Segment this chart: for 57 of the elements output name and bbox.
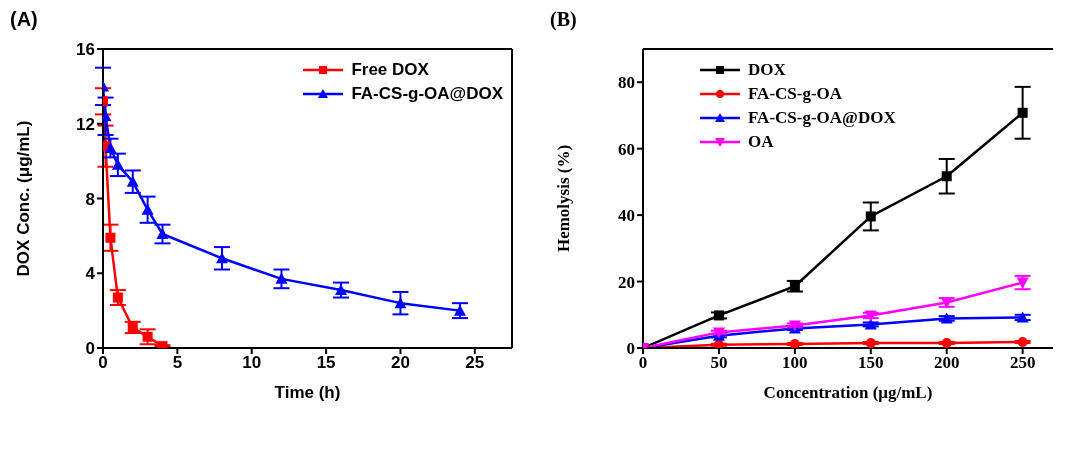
y-tick-label: 16	[76, 40, 95, 60]
x-axis-title: Concentration (μg/mL)	[763, 383, 933, 402]
point	[1016, 311, 1029, 323]
point	[941, 171, 952, 182]
y-axis-title: Hemolysis (%)	[554, 144, 574, 253]
legend-label: FA-CS-g-OA	[748, 84, 843, 104]
point	[142, 331, 153, 342]
x-tick-label: 10	[242, 353, 262, 373]
chart-title: (B)	[550, 8, 577, 31]
point	[865, 211, 876, 222]
x-tick-label: 250	[1009, 353, 1036, 373]
point	[126, 175, 139, 187]
y-tick-label: 0	[85, 339, 95, 359]
x-tick-label: 50	[710, 353, 728, 373]
legend-label: Free DOX	[351, 60, 429, 80]
point	[865, 338, 876, 348]
x-axis-title: Time (h)	[274, 383, 341, 402]
point	[1017, 107, 1028, 118]
y-tick-label: 8	[85, 189, 95, 209]
legend-label: OA	[748, 132, 774, 152]
x-tick-label: 0	[638, 353, 648, 373]
point	[789, 281, 800, 292]
x-tick-label: 15	[316, 353, 336, 373]
legend-label: FA-CS-g-OA@DOX	[748, 108, 896, 128]
point	[141, 203, 154, 215]
point	[941, 338, 952, 348]
y-tick-label: 60	[618, 139, 635, 159]
y-axis-title: DOX Conc. (μg/mL)	[14, 120, 34, 277]
point	[713, 310, 724, 321]
y-tick-label: 20	[618, 272, 635, 292]
x-tick-label: 20	[390, 353, 410, 373]
chart-title: (A)	[10, 8, 38, 31]
x-tick-label: 200	[933, 353, 960, 373]
y-tick-label: 12	[76, 114, 95, 134]
point	[104, 142, 117, 154]
point	[394, 297, 407, 309]
point	[156, 228, 169, 240]
point	[713, 339, 724, 348]
point	[111, 158, 124, 170]
y-tick-label: 4	[85, 264, 96, 284]
x-tick-label: 5	[172, 353, 183, 373]
point	[789, 339, 800, 348]
x-tick-label: 0	[98, 353, 108, 373]
point	[864, 318, 877, 330]
point	[940, 312, 953, 324]
y-tick-label: 80	[618, 73, 635, 93]
x-tick-label: 150	[858, 353, 884, 373]
y-tick-label: 0	[626, 339, 635, 359]
y-tick-label: 40	[618, 206, 635, 226]
legend-label: DOX	[748, 60, 786, 80]
x-tick-label: 100	[782, 353, 808, 373]
point	[112, 292, 123, 303]
legend-label: FA-CS-g-OA@DOX	[351, 84, 503, 104]
x-tick-label: 25	[465, 353, 485, 373]
point	[105, 232, 116, 243]
point	[1017, 337, 1028, 348]
point	[127, 322, 138, 333]
